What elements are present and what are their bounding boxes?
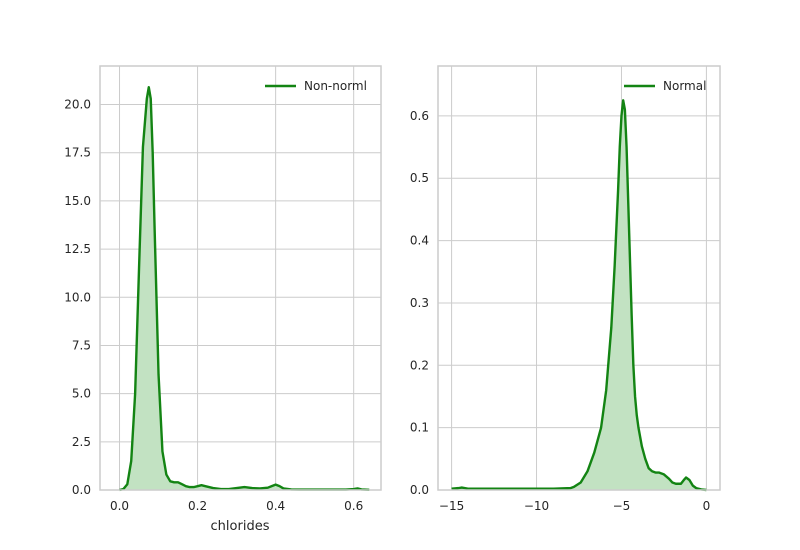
y-tick-label: 12.5 [64, 242, 91, 256]
legend-label: Normal [663, 79, 706, 93]
axes-frame [99, 65, 382, 491]
y-tick-label: 7.5 [72, 338, 91, 352]
x-tick-label: 0.2 [188, 499, 207, 513]
x-axis-label: chlorides [211, 519, 270, 534]
legend-label: Non-norml [304, 79, 367, 93]
y-tick-label: 0.2 [410, 358, 429, 372]
grid-lines [438, 66, 720, 491]
y-tick-label: 0.0 [72, 483, 91, 497]
right-chart-panel: −15 −10 −5 0 0.0 0.1 0.2 0.3 0.4 0.5 0.6 Normal [410, 65, 721, 513]
y-tick-label: 0.3 [410, 296, 429, 310]
legend: Non-norml [265, 79, 367, 93]
legend: Normal [624, 79, 706, 93]
y-tick-label: 20.0 [64, 98, 91, 112]
y-tick-label: 17.5 [64, 146, 91, 160]
y-tick-label: 5.0 [72, 387, 91, 401]
x-tick-label: 0 [703, 499, 711, 513]
x-tick-label: 0.0 [110, 499, 129, 513]
density-fill-area [119, 87, 370, 490]
x-tick-label: −10 [524, 499, 549, 513]
left-chart-panel: 0.0 0.2 0.4 0.6 0.0 2.5 5.0 7.5 10.0 12.5 15.0 17.5… [64, 65, 382, 534]
x-tick-label: −5 [613, 499, 631, 513]
density-fill-area [451, 100, 707, 490]
y-tick-label: 0.0 [410, 483, 429, 497]
y-tick-label: 0.5 [410, 171, 429, 185]
density-line [451, 99, 707, 492]
y-tick-label: 0.1 [410, 421, 429, 435]
x-tick-label: −15 [439, 499, 464, 513]
y-tick-label: 10.0 [64, 290, 91, 304]
axes-frame [437, 65, 721, 491]
y-tick-label: 0.4 [410, 234, 429, 248]
y-tick-label: 0.6 [410, 109, 429, 123]
x-tick-label: 0.4 [266, 499, 285, 513]
y-tick-label: 2.5 [72, 435, 91, 449]
x-tick-label: 0.6 [344, 499, 363, 513]
y-tick-label: 15.0 [64, 194, 91, 208]
